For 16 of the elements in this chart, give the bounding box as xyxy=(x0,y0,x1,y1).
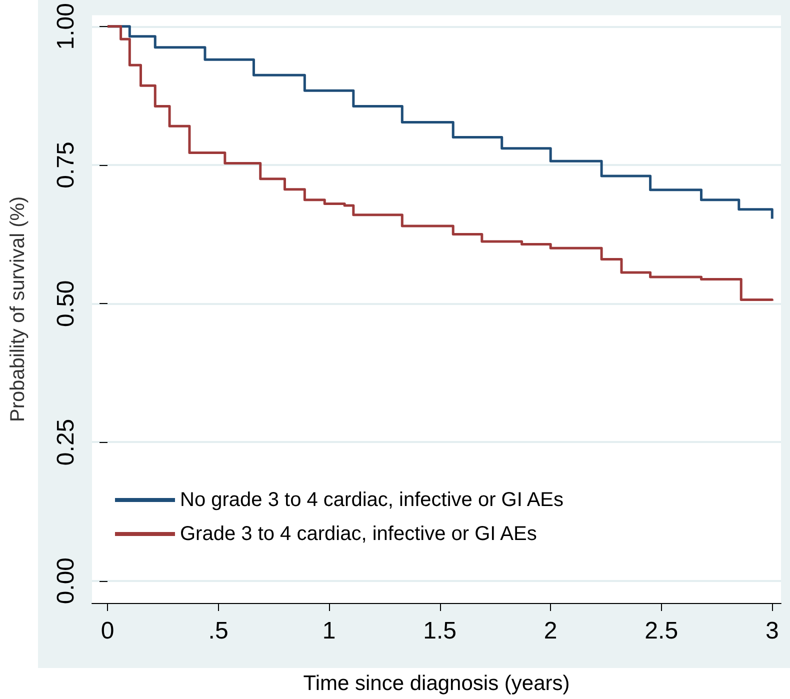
y-tick-label: 0.00 xyxy=(52,557,80,604)
y-tick-label: 1.00 xyxy=(52,2,80,50)
legend-label: No grade 3 to 4 cardiac, infective or GI AEs xyxy=(180,489,564,511)
legend-label: Grade 3 to 4 cardiac, infective or GI AEs xyxy=(180,523,537,545)
x-tick-label: 2 xyxy=(544,618,558,644)
x-tick-label: .5 xyxy=(208,618,228,644)
y-axis-title: Probability of survival (%) xyxy=(7,196,29,422)
y-tick-label: 0.75 xyxy=(52,142,80,188)
y-tick-label: 0.50 xyxy=(52,280,80,327)
y-tick-label: 0.25 xyxy=(52,418,80,466)
x-axis-title: Time since diagnosis (years) xyxy=(303,672,570,695)
x-tick-label: 1 xyxy=(322,618,336,644)
x-tick-label: 3 xyxy=(765,618,779,644)
x-tick-label: 1.5 xyxy=(423,618,457,644)
x-tick-label: 2.5 xyxy=(644,618,678,644)
x-tick-label: 0 xyxy=(100,618,114,644)
